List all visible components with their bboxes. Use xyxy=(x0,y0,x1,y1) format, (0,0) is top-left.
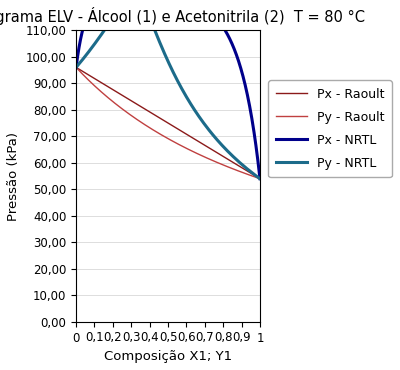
Py - Raoult xyxy=(250,174,255,178)
Py - NRTL xyxy=(220,143,224,148)
Legend: Px - Raoult, Py - Raoult, Px - NRTL, Py - NRTL: Px - Raoult, Py - Raoult, Px - NRTL, Py … xyxy=(268,80,392,177)
X-axis label: Composição X1; Y1: Composição X1; Y1 xyxy=(104,350,232,363)
Px - NRTL xyxy=(74,65,78,70)
Line: Py - NRTL: Py - NRTL xyxy=(76,0,260,179)
Px - Raoult xyxy=(173,125,178,130)
Line: Py - Raoult: Py - Raoult xyxy=(76,67,260,179)
Line: Px - Raoult: Px - Raoult xyxy=(76,67,260,179)
Py - Raoult xyxy=(157,131,162,136)
Px - Raoult xyxy=(183,131,188,136)
Py - NRTL xyxy=(154,32,159,36)
Px - Raoult xyxy=(161,118,166,122)
Line: Px - NRTL: Px - NRTL xyxy=(76,0,260,179)
Py - Raoult xyxy=(136,118,140,122)
Py - Raoult xyxy=(137,119,142,123)
Px - NRTL xyxy=(258,176,262,181)
Py - Raoult xyxy=(206,157,211,161)
Px - Raoult xyxy=(224,157,229,161)
Py - NRTL xyxy=(74,65,78,70)
Py - NRTL xyxy=(258,176,262,181)
Py - Raoult xyxy=(147,125,152,130)
Title: Diagrama ELV - Álcool (1) e Acetonitrila (2)  T = 80 °C: Diagrama ELV - Álcool (1) e Acetonitrila… xyxy=(0,7,365,25)
Px - Raoult xyxy=(74,65,78,70)
Px - Raoult xyxy=(258,176,262,181)
Py - Raoult xyxy=(258,176,262,181)
Y-axis label: Pressão (kPa): Pressão (kPa) xyxy=(7,131,20,221)
Px - Raoult xyxy=(162,119,167,123)
Px - NRTL xyxy=(254,143,258,148)
Py - Raoult xyxy=(74,65,78,70)
Px - NRTL xyxy=(225,32,230,36)
Px - Raoult xyxy=(253,174,258,178)
